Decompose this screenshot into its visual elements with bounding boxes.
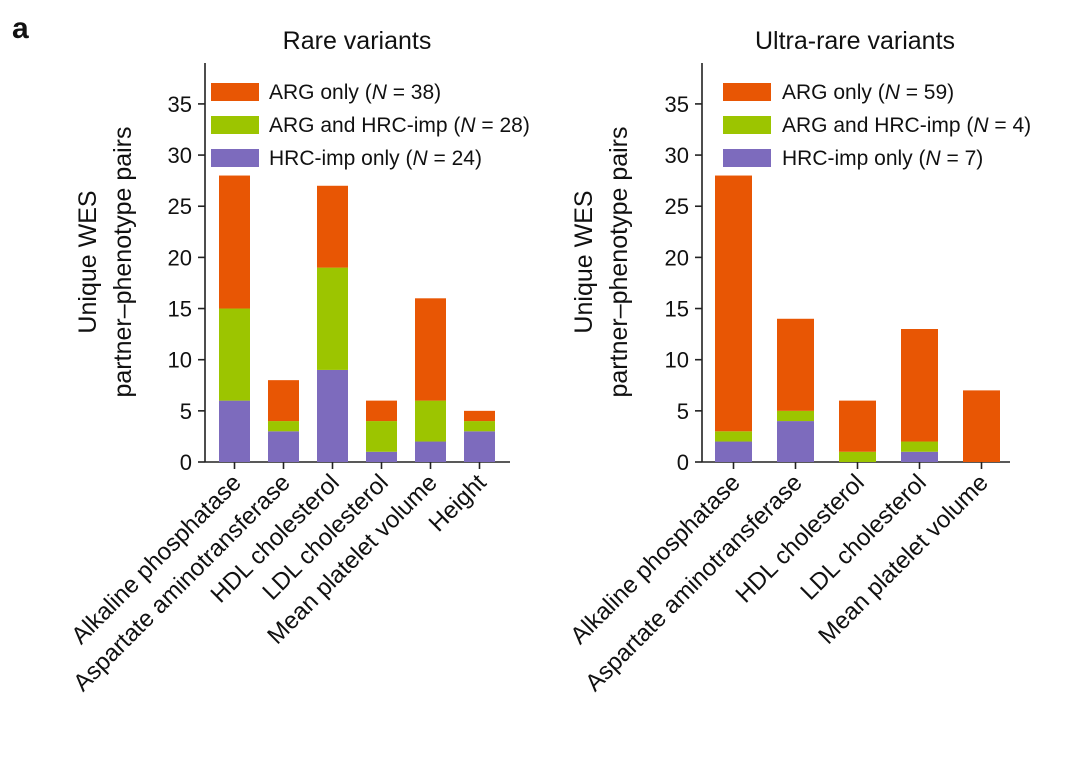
bar-arg-and-hrc [317, 267, 348, 370]
bar-arg-and-hrc [715, 431, 752, 442]
y-tick-label: 35 [168, 92, 192, 117]
bar-hrc-only [777, 421, 814, 462]
y-tick-label: 5 [180, 399, 192, 424]
y-tick-label: 20 [665, 245, 689, 270]
chart-title: Ultra-rare variants [755, 27, 955, 55]
bar-hrc-only [268, 431, 299, 462]
y-tick-label: 10 [168, 348, 192, 373]
panel-letter: a [12, 12, 29, 45]
bar-arg-and-hrc [415, 400, 446, 442]
y-tick-label: 0 [677, 450, 689, 475]
bar-arg-only [777, 318, 814, 411]
y-tick-label: 25 [168, 194, 192, 219]
bar-arg-and-hrc [219, 308, 250, 401]
y-tick-label: 30 [665, 143, 689, 168]
legend-label: ARG only (N = 38) [269, 81, 441, 104]
bar-arg-and-hrc [268, 421, 299, 432]
bar-hrc-only [366, 451, 397, 462]
bar-arg-only [317, 185, 348, 268]
y-axis-label: partner–phenotype pairs [605, 126, 633, 397]
y-tick-label: 10 [665, 348, 689, 373]
y-tick-label: 15 [168, 297, 192, 322]
legend-label: HRC-imp only (N = 7) [782, 147, 983, 170]
bar-hrc-only [901, 451, 938, 462]
x-category-label: Height [424, 469, 492, 537]
bar-arg-only [268, 380, 299, 422]
y-tick-label: 30 [168, 143, 192, 168]
bar-hrc-only [715, 441, 752, 462]
legend-swatch-arg-only [211, 83, 259, 101]
legend-label: ARG and HRC-imp (N = 4) [782, 114, 1031, 137]
y-tick-label: 15 [665, 297, 689, 322]
bar-arg-only [464, 410, 495, 422]
y-tick-label: 25 [665, 194, 689, 219]
legend-label: ARG and HRC-imp (N = 28) [269, 114, 530, 137]
chart-title: Rare variants [283, 27, 432, 55]
chart-panel-1: Rare variants Unique WES partner–phenotype… [66, 27, 530, 697]
legend-label: HRC-imp only (N = 24) [269, 147, 482, 170]
legend-label: ARG only (N = 59) [782, 81, 954, 104]
y-tick-label: 20 [168, 245, 192, 270]
y-axis-label: Unique WES [570, 190, 598, 333]
chart-panel-2: Ultra-rare variants Unique WES partner–phe… [565, 27, 1031, 697]
bar-arg-and-hrc [839, 451, 876, 462]
bar-arg-only [366, 400, 397, 422]
y-tick-label: 35 [665, 92, 689, 117]
bar-arg-only [839, 400, 876, 452]
bar-arg-only [963, 390, 1000, 462]
legend-swatch-arg-and-hrc [723, 116, 771, 134]
bar-arg-and-hrc [777, 410, 814, 422]
bar-hrc-only [317, 369, 348, 462]
y-axis-label: Unique WES [74, 190, 102, 333]
bar-arg-and-hrc [464, 421, 495, 432]
y-axis-label: partner–phenotype pairs [109, 126, 137, 397]
legend-swatch-arg-and-hrc [211, 116, 259, 134]
bar-hrc-only [415, 441, 446, 462]
bar-arg-only [901, 329, 938, 442]
legend-swatch-hrc-only [211, 149, 259, 167]
bar-arg-and-hrc [366, 421, 397, 452]
bar-hrc-only [464, 431, 495, 462]
bar-arg-and-hrc [901, 441, 938, 452]
bar-hrc-only [219, 400, 250, 462]
y-tick-label: 5 [677, 399, 689, 424]
legend-swatch-arg-only [723, 83, 771, 101]
bar-arg-only [219, 175, 250, 309]
legend-swatch-hrc-only [723, 149, 771, 167]
bar-arg-only [715, 175, 752, 432]
bar-arg-only [415, 298, 446, 401]
y-tick-label: 0 [180, 450, 192, 475]
